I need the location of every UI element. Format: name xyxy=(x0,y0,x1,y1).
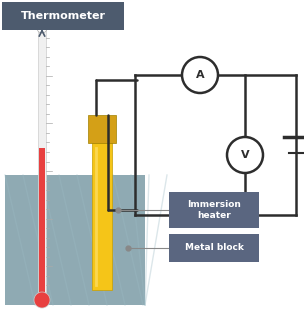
Text: Immersion
heater: Immersion heater xyxy=(187,200,241,220)
Text: A: A xyxy=(196,70,204,80)
FancyBboxPatch shape xyxy=(169,234,259,262)
Text: Thermometer: Thermometer xyxy=(20,11,105,21)
Bar xyxy=(38,28,46,295)
Text: V: V xyxy=(241,150,249,160)
FancyBboxPatch shape xyxy=(2,2,124,30)
Bar xyxy=(92,138,112,290)
Circle shape xyxy=(182,57,218,93)
Circle shape xyxy=(227,137,263,173)
Bar xyxy=(39,148,45,295)
Bar xyxy=(88,115,116,143)
Circle shape xyxy=(34,292,50,308)
FancyBboxPatch shape xyxy=(169,192,259,228)
Bar xyxy=(5,175,145,305)
Text: Metal block: Metal block xyxy=(185,243,244,252)
Circle shape xyxy=(37,23,47,33)
